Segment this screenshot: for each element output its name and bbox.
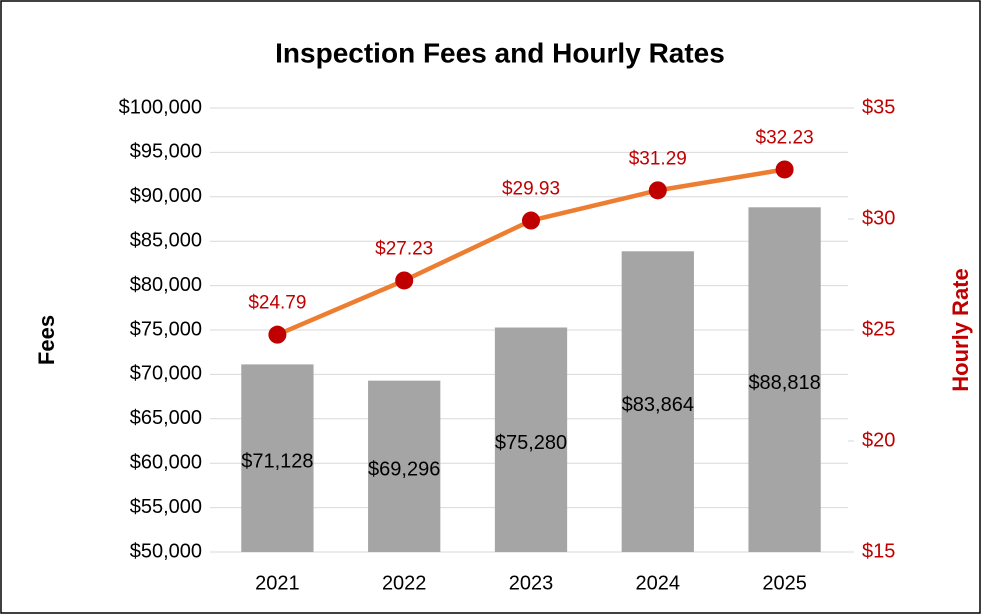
y2-tick-label: $35 — [862, 96, 895, 118]
line-marker — [648, 181, 667, 200]
y-tick-label: $75,000 — [130, 318, 202, 340]
bar-value-label: $71,128 — [241, 450, 313, 472]
bar — [494, 327, 568, 552]
y2-tick-label: $15 — [862, 540, 895, 562]
y2-tick-label: $25 — [862, 318, 895, 340]
line-marker — [775, 160, 794, 179]
line-value-label: $24.79 — [248, 293, 306, 314]
x-tick-label: 2023 — [509, 572, 554, 594]
bar — [368, 380, 441, 552]
x-tick-label: 2021 — [255, 572, 300, 594]
bar-value-label: $88,818 — [748, 372, 820, 394]
x-tick-label: 2022 — [382, 572, 427, 594]
y-tick-label: $90,000 — [130, 185, 202, 207]
y-axis-label: Fees — [34, 315, 59, 365]
y-tick-label: $100,000 — [119, 96, 202, 118]
bar-value-label: $83,864 — [622, 394, 694, 416]
y-tick-label: $60,000 — [130, 451, 202, 473]
y2-tick-label: $30 — [862, 207, 895, 229]
line-marker — [395, 271, 414, 290]
x-tick-label: 2025 — [762, 572, 807, 594]
bar — [621, 251, 694, 553]
y-tick-label: $55,000 — [130, 496, 202, 518]
y-tick-label: $95,000 — [130, 141, 202, 163]
y-tick-label: $80,000 — [130, 274, 202, 296]
y-tick-label: $70,000 — [130, 363, 202, 385]
line-value-label: $27.23 — [375, 239, 433, 260]
line-value-label: $31.29 — [629, 148, 687, 169]
y2-tick-label: $20 — [862, 429, 895, 451]
line-value-label: $29.93 — [502, 179, 560, 200]
bar — [241, 364, 314, 552]
bar-value-label: $69,296 — [368, 459, 440, 481]
y-tick-label: $65,000 — [130, 407, 202, 429]
bar-value-label: $75,280 — [495, 432, 567, 454]
line-marker — [522, 211, 540, 230]
y2-axis-label: Hourly Rate — [948, 268, 973, 391]
x-tick-label: 2024 — [636, 572, 681, 594]
line-marker — [268, 325, 287, 344]
y-tick-label: $50,000 — [130, 540, 202, 562]
line-value-label: $32.23 — [756, 128, 814, 149]
bar — [748, 207, 821, 553]
y-tick-label: $85,000 — [130, 229, 202, 251]
chart-title: Inspection Fees and Hourly Rates — [275, 37, 725, 68]
